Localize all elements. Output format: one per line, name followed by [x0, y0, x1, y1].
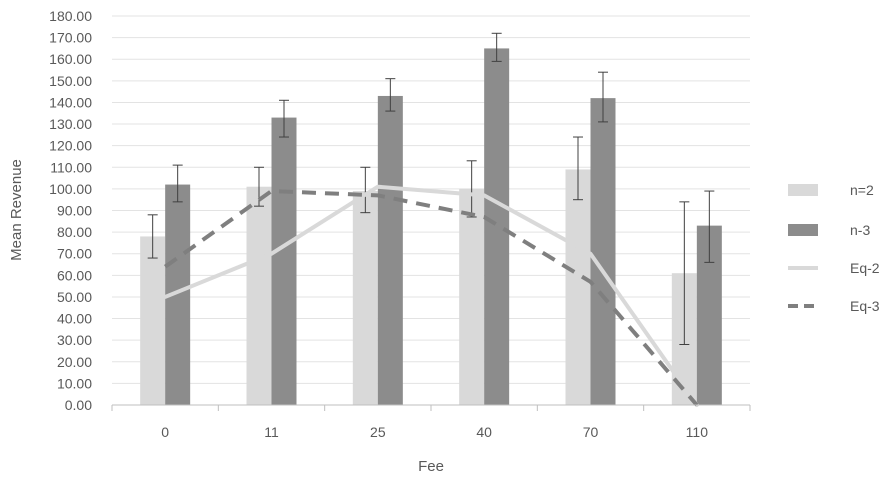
- x-tick-label: 25: [370, 424, 386, 440]
- y-tick-label: 60.00: [57, 267, 92, 283]
- legend: n=2 n-3 Eq-2 Eq-3: [788, 182, 880, 314]
- bar-n=2: [352, 191, 378, 405]
- y-tick-label: 120.00: [49, 138, 92, 154]
- bar-n=2: [246, 186, 272, 405]
- y-tick-label: 30.00: [57, 332, 92, 348]
- y-tick-label: 70.00: [57, 246, 92, 262]
- y-tick-label: 40.00: [57, 311, 92, 327]
- bar-n-3: [377, 95, 403, 405]
- legend-label: n-3: [850, 222, 870, 238]
- bar-n-3: [271, 117, 297, 406]
- bar-n=2: [140, 236, 166, 405]
- y-tick-label: 110.00: [50, 159, 92, 175]
- y-tick-label: 130.00: [49, 116, 92, 132]
- x-axis-title: Fee: [418, 458, 444, 475]
- legend-label: Eq-3: [850, 298, 880, 314]
- legend-label: Eq-2: [850, 260, 880, 276]
- y-tick-label: 180.00: [49, 8, 92, 24]
- y-tick-label: 140.00: [49, 94, 92, 110]
- x-tick-label: 40: [476, 424, 492, 440]
- y-tick-label: 100.00: [49, 181, 92, 197]
- bar-n-3: [484, 48, 510, 406]
- x-tick-label: 0: [161, 424, 169, 440]
- x-tick-label: 110: [686, 424, 709, 440]
- y-tick-label: 20.00: [57, 354, 92, 370]
- y-axis-title: Mean Revenue: [8, 159, 25, 261]
- y-tick-label: 50.00: [57, 289, 92, 305]
- y-tick-label: 10.00: [57, 375, 92, 391]
- y-tick-label: 0.00: [65, 397, 92, 413]
- error-bars: [147, 32, 715, 345]
- bar-n=2: [565, 169, 591, 405]
- gridlines: [111, 15, 751, 411]
- line-Eq-2: [163, 184, 699, 407]
- x-tick-label: 70: [583, 424, 599, 440]
- y-tick-label: 90.00: [57, 203, 92, 219]
- x-axis-tick-labels: 0 11 25 40 70 110: [161, 424, 708, 440]
- y-tick-label: 80.00: [57, 224, 92, 240]
- legend-swatch: [788, 184, 818, 196]
- series-lines: [163, 184, 699, 407]
- y-tick-label: 160.00: [49, 51, 92, 67]
- bar-n-3: [590, 98, 616, 405]
- legend-label: n=2: [850, 182, 874, 198]
- bars: [140, 48, 722, 406]
- y-tick-label: 150.00: [49, 73, 92, 89]
- x-tick-label: 11: [264, 424, 279, 440]
- line-Eq-3: [164, 189, 699, 407]
- y-tick-label: 170.00: [49, 30, 92, 46]
- y-axis-tick-labels: 0.00 10.00 20.00 30.00 40.00 50.00 60.00 70.00 8…: [49, 8, 92, 413]
- legend-swatch: [788, 224, 818, 236]
- bar-n=2: [459, 188, 485, 405]
